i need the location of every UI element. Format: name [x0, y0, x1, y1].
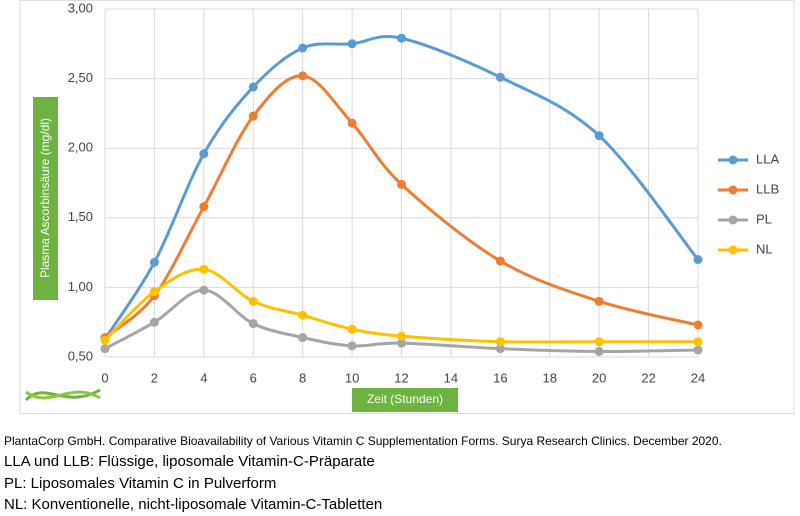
- caption-line: PL: Liposomales Vitamin C in Pulverform: [4, 475, 277, 492]
- data-point: [298, 71, 308, 81]
- x-tick-label: 6: [250, 370, 257, 385]
- data-point: [199, 264, 209, 274]
- data-point: [594, 337, 604, 347]
- series-line: [103, 35, 700, 340]
- data-point: [594, 131, 604, 141]
- x-tick-label: 24: [691, 370, 705, 385]
- y-tick-label: 1,50: [68, 209, 93, 224]
- data-point: [495, 256, 505, 266]
- x-label-box: [352, 388, 458, 412]
- x-tick-label: 22: [641, 370, 655, 385]
- data-point: [347, 341, 357, 351]
- y-tick-label: 1,00: [68, 279, 93, 294]
- data-point: [693, 337, 703, 347]
- data-point: [397, 179, 406, 189]
- data-point: [149, 287, 159, 297]
- x-tick-label: 16: [493, 370, 507, 385]
- legend-label: NL: [756, 241, 773, 256]
- data-point: [495, 344, 505, 354]
- legend-marker: [728, 245, 738, 255]
- x-tick-label: 18: [543, 370, 557, 385]
- y-tick-label: 0,50: [68, 348, 93, 363]
- legend-marker: [728, 155, 738, 165]
- logo: [24, 388, 101, 402]
- data-point: [298, 310, 308, 320]
- data-point: [495, 72, 505, 82]
- x-tick-label: 12: [394, 370, 408, 385]
- data-point: [248, 296, 258, 306]
- x-tick-label: 14: [444, 370, 458, 385]
- y-label-box: [33, 97, 58, 300]
- x-axis-label: Zeit (Stunden): [367, 392, 443, 406]
- y-tick-label: 3,00: [68, 0, 93, 15]
- legend-marker: [728, 215, 738, 225]
- data-point: [693, 320, 703, 330]
- x-tick-label: 10: [345, 370, 359, 385]
- legend-marker: [728, 185, 738, 195]
- caption-line: NL: Konventionelle, nicht-liposomale Vit…: [4, 496, 383, 513]
- chart-frame: [19, 0, 795, 414]
- legend-label: LLA: [756, 151, 779, 166]
- caption-source: PlantaCorp GmbH. Comparative Bioavailabi…: [4, 434, 722, 448]
- data-point: [149, 257, 159, 267]
- data-point: [199, 202, 209, 212]
- series-line: [104, 288, 699, 353]
- data-point: [199, 285, 209, 295]
- data-point: [693, 345, 703, 355]
- data-point: [298, 333, 308, 343]
- y-axis-label: Plasma Ascorbinsäure (mg/dl): [38, 118, 52, 278]
- data-point: [397, 33, 406, 43]
- data-point: [298, 43, 308, 53]
- chart: Plasma Ascorbinsäure (mg/dl) Zeit (Stund…: [19, 0, 795, 414]
- data-point: [199, 149, 209, 159]
- x-tick-label: 2: [151, 370, 158, 385]
- series-line: [103, 267, 698, 344]
- data-point: [594, 346, 604, 356]
- x-tick-label: 20: [592, 370, 606, 385]
- y-tick-label: 2,50: [68, 70, 93, 85]
- data-point: [100, 335, 110, 345]
- data-point: [248, 82, 258, 92]
- y-tick-label: 2,00: [68, 140, 93, 155]
- data-point: [347, 39, 357, 49]
- x-tick-label: 4: [200, 370, 207, 385]
- data-point: [100, 344, 110, 354]
- data-point: [397, 331, 406, 341]
- data-point: [149, 317, 159, 327]
- data-point: [397, 338, 406, 348]
- data-point: [248, 319, 258, 329]
- data-point: [693, 255, 703, 265]
- legend-label: LLB: [756, 181, 779, 196]
- data-point: [347, 324, 357, 334]
- legend-label: PL: [756, 211, 772, 226]
- data-point: [248, 111, 258, 121]
- data-point: [347, 118, 357, 128]
- x-tick-label: 8: [299, 370, 306, 385]
- series-line: [104, 74, 699, 339]
- data-point: [495, 337, 505, 347]
- caption-line: LLA und LLB: Flüssige, liposomale Vitami…: [4, 453, 375, 470]
- data-point: [594, 296, 604, 306]
- x-tick-label: 0: [101, 370, 108, 385]
